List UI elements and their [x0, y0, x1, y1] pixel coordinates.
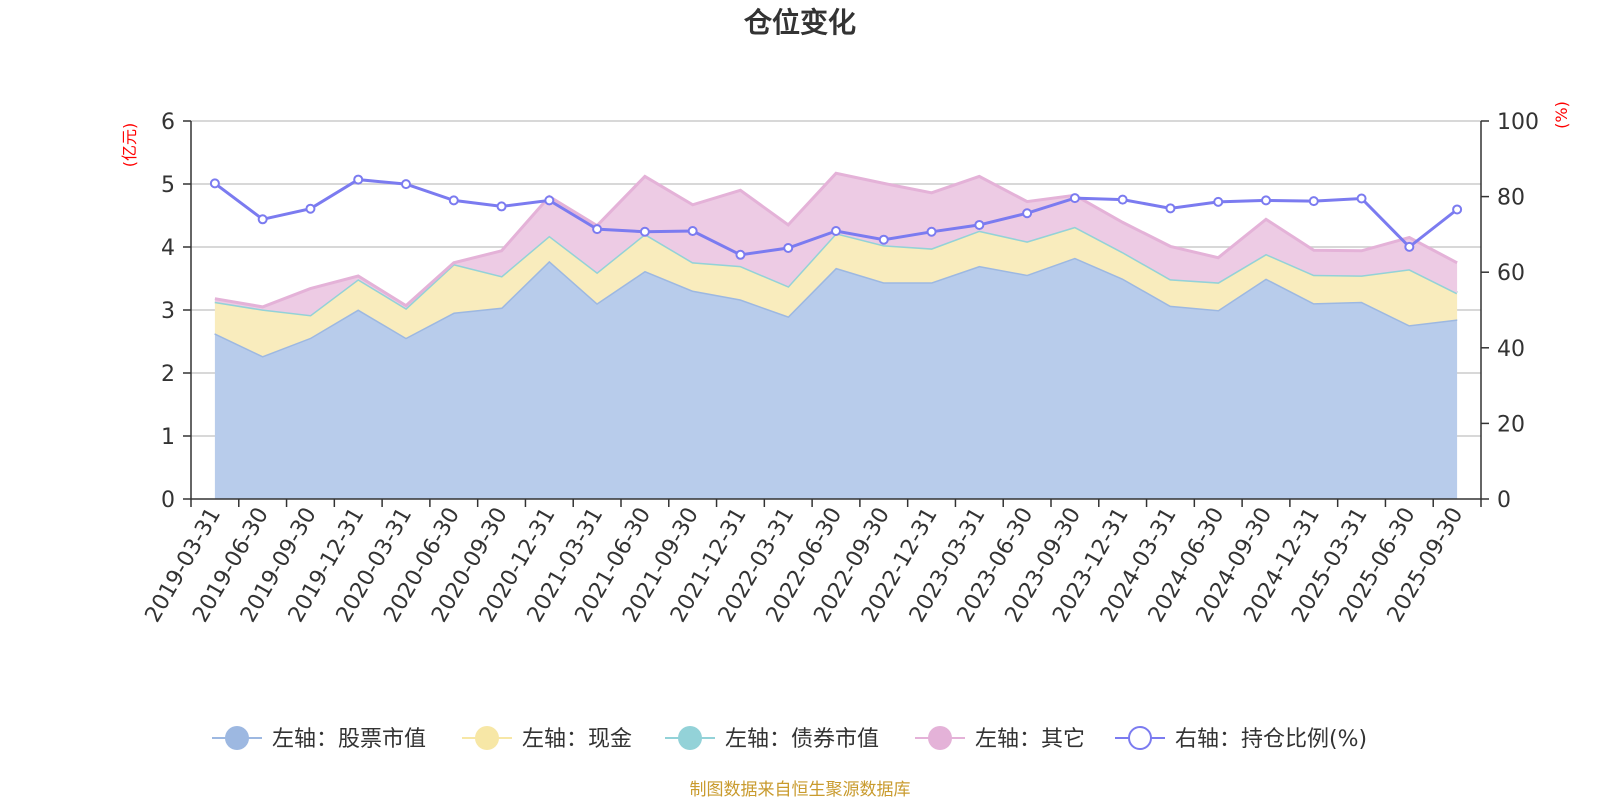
ratio-point	[544, 195, 555, 206]
ratio-point	[1069, 193, 1080, 204]
stacked-areas	[214, 171, 1458, 499]
ratio-point	[257, 214, 268, 225]
ratio-point	[592, 224, 603, 235]
left-tick-label: 5	[161, 173, 175, 198]
ratio-point	[974, 219, 985, 230]
legend-marker	[678, 726, 702, 750]
ratio-point	[1261, 195, 1271, 206]
left-tick-label: 4	[161, 236, 175, 261]
right-tick-label: 80	[1497, 186, 1525, 211]
ratio-point	[639, 226, 650, 237]
ratio-point	[305, 203, 316, 214]
ratio-point	[353, 174, 364, 185]
area-左轴：股票市值	[214, 257, 1458, 499]
ratio-point	[1452, 204, 1463, 215]
legend-item[interactable]: 左轴：股票市值	[212, 726, 426, 752]
ratio-point	[1022, 208, 1033, 219]
left-tick-label: 1	[161, 425, 175, 450]
chart-title: 仓位变化	[744, 6, 856, 39]
ratio-point	[209, 178, 220, 189]
left-tick-label: 2	[161, 362, 175, 387]
ratio-point	[735, 249, 746, 260]
ratio-line-series	[209, 174, 1463, 260]
ratio-point	[1404, 241, 1415, 252]
ratio-point	[831, 225, 841, 236]
legend-marker	[1128, 726, 1152, 750]
ratio-point	[1356, 193, 1367, 204]
ratio-point	[1165, 203, 1176, 214]
right-axis-unit: (%)	[1552, 101, 1571, 129]
legend-label: 左轴：其它	[975, 727, 1085, 752]
legend-label: 左轴：债券市值	[725, 727, 879, 752]
right-tick-label: 100	[1497, 110, 1539, 135]
ratio-point	[878, 234, 889, 245]
left-tick-label: 0	[161, 488, 175, 513]
ratio-point	[926, 226, 937, 237]
legend-marker	[225, 726, 249, 750]
left-axis-unit: (亿元)	[120, 123, 139, 168]
right-tick-label: 40	[1497, 337, 1525, 362]
right-tick-label: 20	[1497, 412, 1525, 437]
legend-label: 左轴：现金	[522, 727, 632, 752]
ratio-point	[401, 179, 411, 190]
legend-item[interactable]: 右轴：持仓比例(%)	[1115, 726, 1367, 752]
right-tick-label: 0	[1497, 488, 1511, 513]
left-tick-label: 6	[161, 110, 175, 135]
legend[interactable]: 左轴：股票市值 左轴：现金 左轴：债券市值 左轴：其它 右轴：持仓比例(%)	[212, 726, 1367, 752]
ratio-point	[687, 225, 698, 236]
ratio-point	[783, 243, 794, 254]
legend-label: 左轴：股票市值	[272, 727, 426, 752]
ratio-point	[448, 195, 459, 206]
area-左轴：其它	[214, 173, 1458, 315]
legend-item[interactable]: 左轴：债券市值	[665, 726, 879, 752]
right-tick-label: 60	[1497, 261, 1525, 286]
ratio-point	[1213, 196, 1224, 207]
ratio-point	[1117, 194, 1128, 205]
legend-marker	[475, 726, 499, 750]
legend-marker	[928, 726, 952, 750]
ratio-point	[1308, 196, 1319, 207]
legend-item[interactable]: 左轴：现金	[462, 726, 632, 752]
left-tick-label: 3	[161, 299, 175, 324]
source-note: 制图数据来自恒生聚源数据库	[690, 780, 911, 800]
ratio-point	[496, 201, 507, 212]
legend-item[interactable]: 左轴：其它	[915, 726, 1085, 752]
area-edge-左轴：其它	[214, 171, 1458, 309]
legend-label: 右轴：持仓比例(%)	[1175, 727, 1367, 752]
area-左轴：现金	[214, 226, 1458, 356]
